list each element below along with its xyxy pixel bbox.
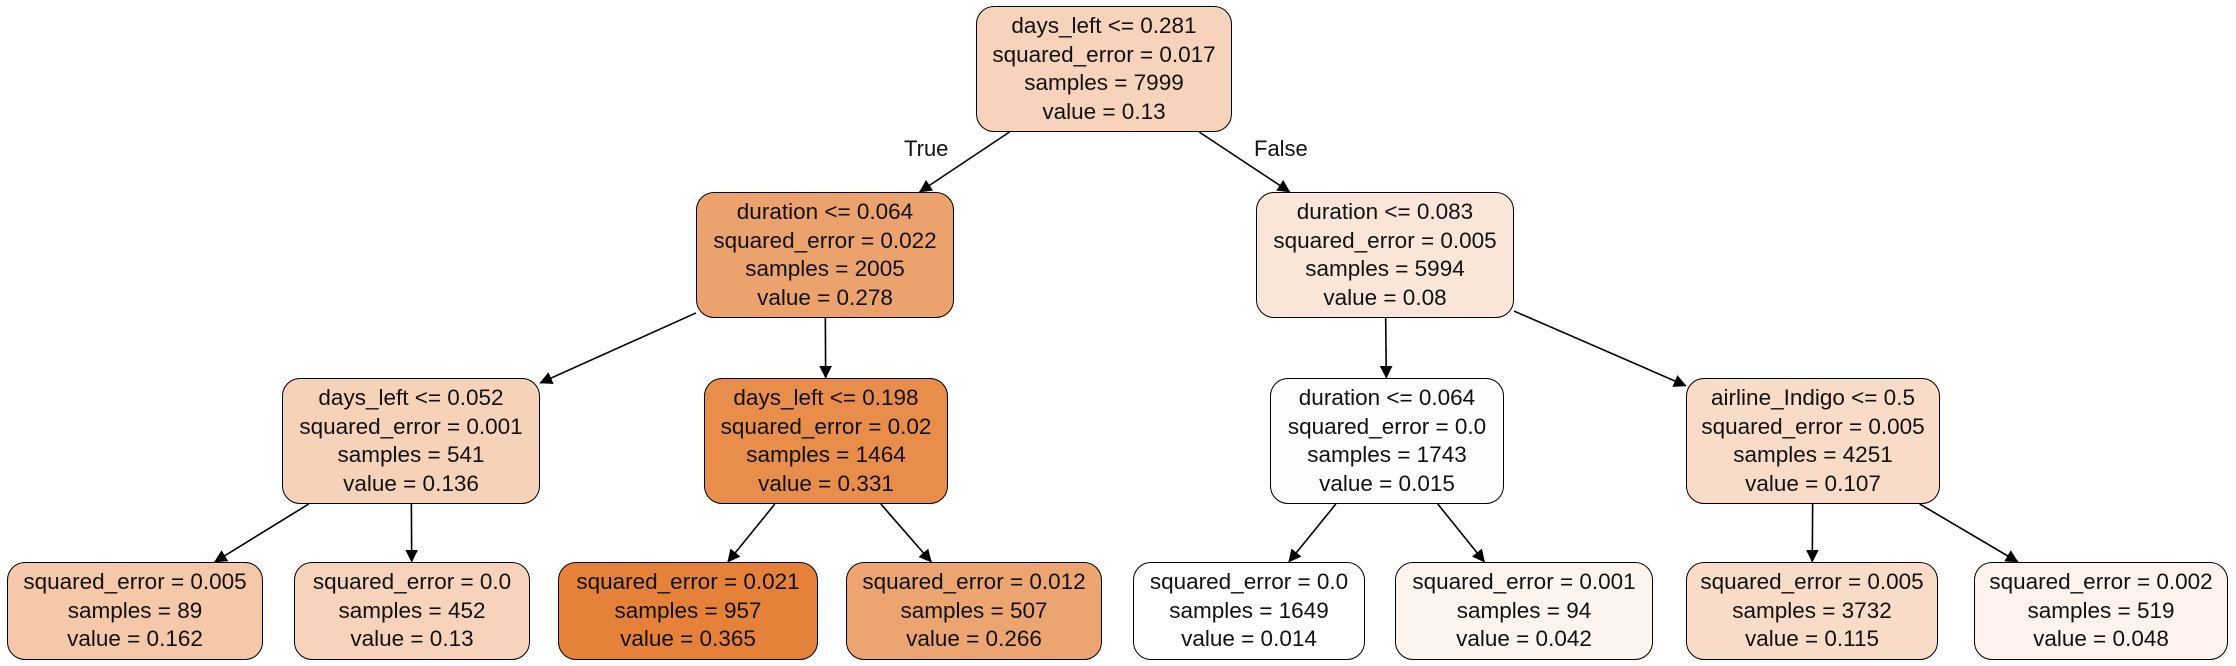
tree-node-root: days_left <= 0.281 squared_error = 0.017 s… [976, 6, 1232, 132]
node-text-line: value = 0.048 [2033, 626, 2169, 652]
tree-leaf: squared_error = 0.005 samples = 89 value =… [7, 562, 263, 660]
node-text-line: samples = 94 [1456, 597, 1592, 623]
node-text-line: value = 0.365 [620, 626, 756, 652]
node-text-line: samples = 5994 [1305, 256, 1465, 281]
tree-edge [539, 312, 697, 384]
tree-leaf: squared_error = 0.0 samples = 452 value = … [294, 562, 530, 660]
tree-leaf: squared_error = 0.002 samples = 519 value … [1974, 562, 2228, 660]
node-text-line: samples = 507 [900, 597, 1048, 623]
node-text-line: samples = 1743 [1307, 442, 1467, 467]
node-text-line: samples = 541 [337, 442, 485, 467]
node-text-line: samples = 452 [338, 597, 486, 623]
node-text-line: samples = 2005 [745, 256, 905, 281]
node-text-line: value = 0.162 [67, 626, 203, 652]
tree-node: duration <= 0.064 squared_error = 0.022 sa… [696, 192, 954, 318]
tree-leaf: squared_error = 0.001 samples = 94 value =… [1395, 562, 1653, 660]
node-text-line: squared_error = 0.005 [1700, 569, 1924, 595]
tree-edge [1513, 310, 1687, 387]
node-text-line: squared_error = 0.022 [713, 227, 937, 253]
node-text-line: duration <= 0.064 [1298, 385, 1476, 410]
node-text-line: value = 0.042 [1456, 626, 1592, 652]
node-text-line: squared_error = 0.002 [1989, 569, 2213, 595]
tree-leaf: squared_error = 0.005 samples = 3732 value… [1686, 562, 1938, 660]
node-text-line: samples = 1464 [746, 442, 906, 467]
node-text-line: samples = 3732 [1732, 597, 1892, 623]
node-text-line: samples = 1649 [1169, 597, 1329, 623]
tree-edge [918, 131, 1010, 193]
node-text-line: squared_error = 0.021 [576, 569, 800, 595]
node-text-line: squared_error = 0.001 [299, 413, 523, 439]
node-text-line: samples = 519 [2027, 597, 2175, 623]
node-text-line: value = 0.13 [350, 626, 474, 652]
tree-edge [1198, 131, 1291, 193]
node-text-line: days_left <= 0.052 [318, 385, 504, 410]
tree-node: days_left <= 0.198 squared_error = 0.02 sa… [704, 378, 948, 504]
node-text-line: value = 0.136 [343, 470, 479, 496]
tree-edge [880, 503, 932, 563]
node-text-line: value = 0.015 [1319, 470, 1455, 496]
node-text-line: samples = 957 [614, 597, 762, 623]
node-text-line: samples = 4251 [1733, 442, 1893, 467]
node-text-line: value = 0.13 [1042, 98, 1166, 124]
node-text-line: samples = 89 [67, 597, 203, 623]
node-text-line: squared_error = 0.0 [1287, 413, 1487, 439]
node-text-line: squared_error = 0.02 [720, 413, 932, 439]
node-text-line: squared_error = 0.017 [992, 41, 1216, 67]
tree-edge [1288, 503, 1337, 563]
node-text-line: squared_error = 0.005 [1273, 227, 1497, 253]
node-text-line: value = 0.331 [758, 470, 894, 496]
node-text-line: squared_error = 0.005 [1701, 413, 1925, 439]
tree-edge [214, 503, 310, 563]
tree-node: airline_Indigo <= 0.5 squared_error = 0.0… [1686, 378, 1940, 504]
node-text-line: squared_error = 0.001 [1412, 569, 1636, 595]
node-text-line: squared_error = 0.0 [312, 569, 512, 595]
tree-edge [1919, 503, 2019, 563]
tree-node: duration <= 0.083 squared_error = 0.005 sa… [1256, 192, 1514, 318]
node-text-line: duration <= 0.083 [1296, 199, 1474, 224]
node-text-line: squared_error = 0.005 [23, 569, 247, 595]
tree-node: duration <= 0.064 squared_error = 0.0 samp… [1270, 378, 1504, 504]
tree-leaf: squared_error = 0.0 samples = 1649 value =… [1133, 562, 1365, 660]
node-text-line: duration <= 0.064 [736, 199, 914, 224]
node-text-line: squared_error = 0.0 [1149, 569, 1349, 595]
node-text-line: squared_error = 0.012 [862, 569, 1086, 595]
node-text-line: value = 0.266 [906, 626, 1042, 652]
tree-leaf: squared_error = 0.021 samples = 957 value … [558, 562, 818, 660]
node-text-line: value = 0.115 [1744, 626, 1880, 652]
node-text-line: airline_Indigo <= 0.5 [1711, 385, 1915, 410]
node-text-line: days_left <= 0.281 [1011, 13, 1197, 38]
tree-node: days_left <= 0.052 squared_error = 0.001 s… [282, 378, 540, 504]
node-text-line: days_left <= 0.198 [733, 385, 919, 410]
node-text-line: value = 0.08 [1323, 284, 1447, 310]
tree-edge [727, 503, 776, 563]
edge-label-false: False [1254, 136, 1308, 161]
node-text-line: value = 0.278 [757, 284, 893, 310]
tree-leaf: squared_error = 0.012 samples = 507 value … [846, 562, 1102, 660]
node-text-line: value = 0.107 [1745, 470, 1881, 496]
node-text-line: value = 0.014 [1181, 626, 1317, 652]
node-text-line: samples = 7999 [1024, 70, 1184, 95]
tree-edge [1379, 317, 1393, 379]
tree-edge [1437, 503, 1486, 563]
edge-label-true: True [904, 136, 949, 161]
